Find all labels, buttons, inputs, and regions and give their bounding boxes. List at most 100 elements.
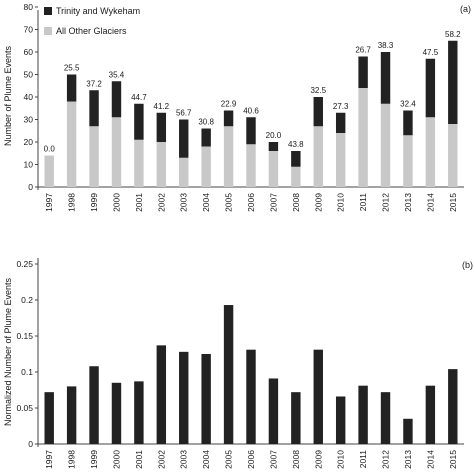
bar-2001: [134, 381, 144, 444]
y-tick-label: 0.1: [21, 367, 33, 377]
bar-1998-series-1: [66, 74, 77, 102]
x-tick-label: 2012: [381, 450, 391, 469]
x-tick-label: 2002: [156, 450, 166, 469]
bar-1998: [66, 386, 77, 444]
x-tick-label: 2008: [291, 193, 301, 212]
data-label: 32.5: [310, 86, 326, 95]
data-label: 41.2: [154, 102, 170, 111]
bar-2014: [425, 385, 436, 444]
bar-1999-series-1: [89, 90, 99, 127]
x-tick-label: 2001: [134, 450, 144, 469]
panel-a-tag: (a): [460, 4, 471, 14]
bar-2009: [313, 349, 323, 444]
data-label: 27.3: [333, 102, 349, 111]
x-tick-label: 2005: [224, 193, 234, 212]
y-tick-label: 0.05: [16, 403, 33, 413]
bar-2013-series-0: [403, 135, 413, 187]
y-tick-label: 10: [24, 160, 34, 170]
bar-2011-series-0: [358, 88, 368, 187]
bar-2015-series-0: [448, 124, 458, 187]
y-tick-label: 0.15: [16, 331, 33, 341]
bar-2000-series-0: [111, 117, 122, 187]
bar-2004-series-1: [201, 128, 211, 147]
data-label: 40.6: [243, 106, 259, 115]
panel-b: Normalized Number of Plume Events (b) 0 0…: [3, 258, 473, 469]
bar-2003-series-0: [179, 157, 189, 187]
data-label: 35.4: [109, 70, 125, 79]
bar-2000: [111, 382, 122, 444]
bar-2009-series-1: [313, 97, 323, 127]
bar-2010: [335, 396, 346, 444]
data-label: 0.0: [44, 145, 56, 154]
legend-label-other-glaciers: All Other Glaciers: [56, 26, 127, 36]
bar-2014-series-0: [425, 117, 436, 187]
data-label: 25.5: [64, 64, 80, 73]
y-tick-label: 80: [24, 2, 34, 12]
bar-2002-series-1: [156, 112, 167, 142]
bar-2004: [201, 354, 211, 444]
data-label: 26.7: [355, 46, 371, 55]
x-tick-label: 2014: [425, 450, 435, 469]
bar-2006-series-1: [246, 117, 256, 145]
bar-2005-series-0: [223, 126, 234, 187]
x-tick-label: 2015: [448, 450, 458, 469]
legend-swatch-other-glaciers: [44, 27, 52, 35]
bar-2010-series-1: [335, 112, 346, 133]
bar-1998-series-0: [66, 101, 77, 187]
x-tick-label: 2011: [358, 193, 368, 212]
bar-2011-series-1: [358, 56, 368, 88]
data-label: 30.8: [198, 118, 214, 127]
x-tick-label: 2015: [448, 193, 458, 212]
bar-2002: [156, 345, 167, 444]
x-tick-label: 2014: [425, 193, 435, 212]
panel-a-legend: Trinity and Wykeham All Other Glaciers: [44, 6, 140, 36]
data-label: 58.2: [445, 30, 461, 39]
bar-2005-series-1: [223, 110, 234, 127]
x-tick-label: 2000: [111, 450, 121, 469]
x-tick-label: 2000: [111, 193, 121, 212]
x-tick-label: 2008: [291, 450, 301, 469]
x-tick-label: 2003: [179, 193, 189, 212]
y-tick-label: 0: [28, 439, 33, 449]
bar-2000-series-1: [111, 81, 122, 118]
bar-2010-series-0: [335, 133, 346, 187]
bar-1997: [44, 392, 54, 444]
data-label: 56.7: [176, 109, 192, 118]
bar-1997-series-0: [44, 155, 54, 187]
panel-a-y-axis-label: Number of Plume Events: [3, 45, 13, 146]
x-tick-label: 2012: [381, 193, 391, 212]
panel-a-data-labels: 0.0 25.5 37.2 35.4 44.7 41.2 56.7 30.8 22.9 40.6 2…: [44, 30, 461, 154]
bar-1999-series-0: [89, 126, 99, 187]
x-tick-label: 2002: [156, 193, 166, 212]
data-label: 38.3: [378, 41, 394, 50]
x-tick-label: 2006: [246, 193, 256, 212]
bar-2008: [291, 392, 301, 444]
data-label: 32.4: [400, 100, 416, 109]
bar-2015: [448, 369, 458, 444]
x-tick-label: 2001: [134, 193, 144, 212]
bar-2014-series-1: [425, 58, 436, 118]
bar-2003: [179, 351, 189, 444]
x-tick-label: 1997: [44, 193, 54, 212]
x-tick-label: 2007: [268, 193, 278, 212]
bar-2003-series-1: [179, 119, 189, 158]
panel-b-tag: (b): [462, 260, 473, 270]
data-label: 20.0: [266, 131, 282, 140]
bar-2005: [223, 305, 234, 444]
panel-b-y-axis-label: Normalized Number of Plume Events: [3, 277, 13, 426]
bar-2009-series-0: [313, 126, 323, 187]
bar-2004-series-0: [201, 146, 211, 187]
panel-b-bars: [44, 305, 458, 444]
data-label: 43.8: [288, 140, 304, 149]
y-tick-label: 0.2: [21, 295, 33, 305]
data-label: 44.7: [131, 93, 147, 102]
y-tick-label: 20: [24, 137, 34, 147]
bar-2012-series-0: [380, 103, 391, 187]
panel-a-y-ticks: 0 10 20 30 40 50 60 70 80: [24, 2, 38, 192]
x-tick-label: 1998: [67, 450, 77, 469]
x-tick-label: 1998: [67, 193, 77, 212]
legend-label-trinity-wykeham: Trinity and Wykeham: [56, 6, 140, 16]
x-tick-label: 2011: [358, 450, 368, 469]
x-tick-label: 2013: [403, 193, 413, 212]
x-tick-label: 2005: [224, 450, 234, 469]
